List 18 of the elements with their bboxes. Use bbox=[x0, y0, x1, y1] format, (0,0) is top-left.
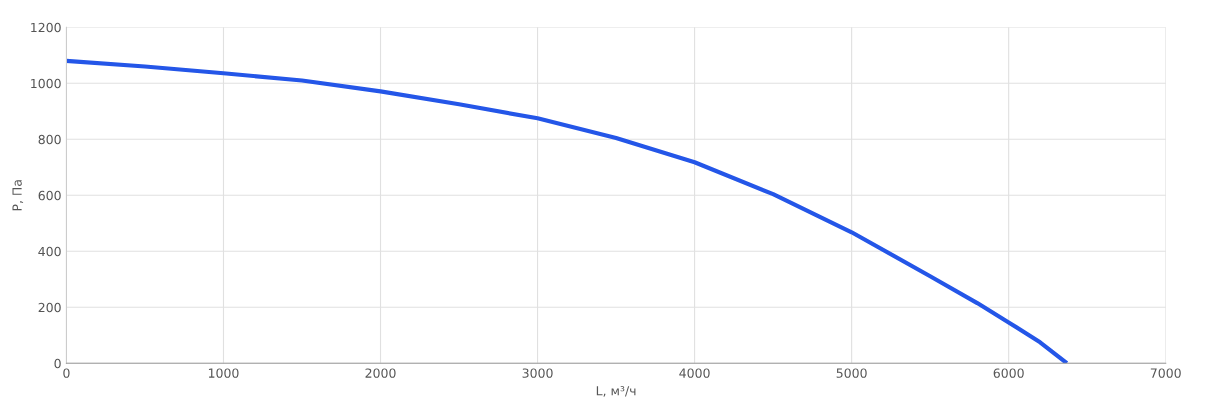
x-tick-label: 3000 bbox=[522, 368, 553, 378]
x-axis-title: L, м³/ч bbox=[596, 386, 636, 397]
y-tick-label: 200 bbox=[38, 302, 61, 313]
y-tick-label: 400 bbox=[38, 246, 61, 257]
x-tick-label: 0 bbox=[63, 368, 70, 378]
y-tick-label: 1200 bbox=[31, 22, 61, 33]
line-series bbox=[66, 58, 1068, 364]
y-tick-label: 800 bbox=[38, 134, 61, 145]
x-tick-label: 7000 bbox=[1150, 368, 1181, 378]
x-tick-label: 4000 bbox=[679, 368, 710, 378]
x-tick-label: 2000 bbox=[365, 368, 396, 378]
y-tick-label: 1000 bbox=[31, 78, 61, 89]
y-tick-label: 600 bbox=[38, 190, 61, 201]
x-tick-label: 6000 bbox=[993, 368, 1024, 378]
y-axis-title: P, Па bbox=[12, 180, 24, 211]
x-tick-label: 1000 bbox=[208, 368, 239, 378]
x-tick-label: 5000 bbox=[836, 368, 867, 378]
y-tick-label: 0 bbox=[54, 358, 61, 369]
